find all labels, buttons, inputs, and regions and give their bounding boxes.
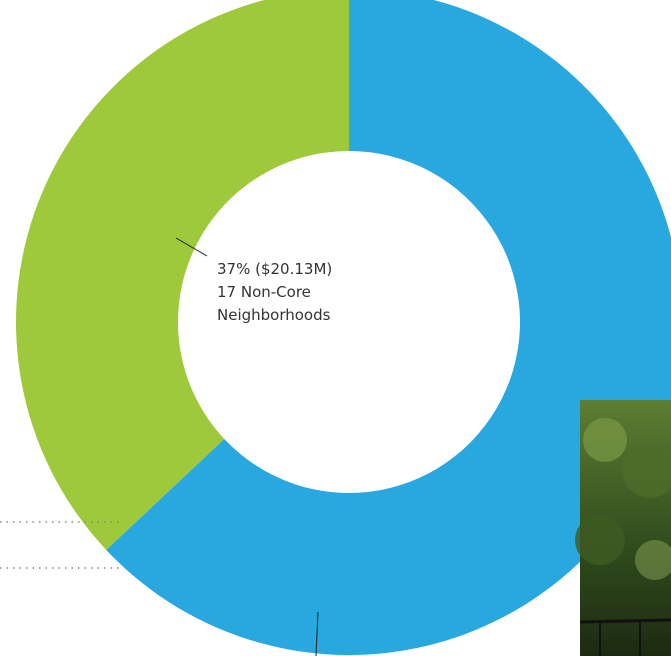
leader-line bbox=[315, 611, 319, 656]
slice-label: 37% ($20.13M) 17 Non-Core Neighborhoods bbox=[217, 258, 387, 327]
donut-slice bbox=[106, 0, 671, 655]
donut-slice bbox=[16, 0, 349, 550]
leader-line bbox=[175, 237, 208, 257]
value-label: 37% ($20.13M) bbox=[217, 260, 333, 278]
photo bbox=[575, 400, 671, 656]
donut bbox=[16, 0, 671, 655]
category-label: 17 Non-Core Neighborhoods bbox=[217, 283, 331, 324]
